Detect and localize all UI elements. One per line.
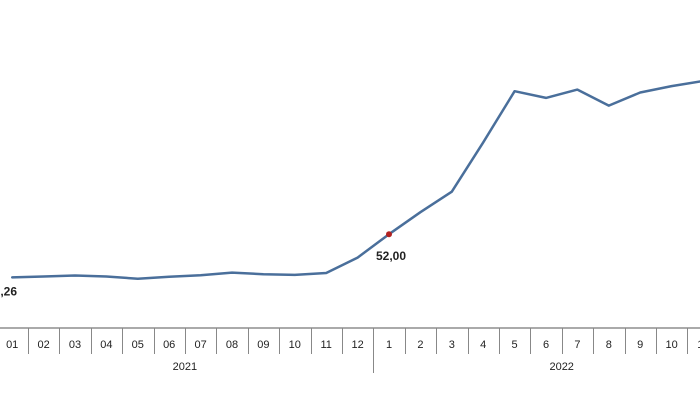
x-tick-label: 11 [697, 339, 700, 351]
x-tick-label: 09 [257, 339, 269, 351]
x-tick-label: 12 [351, 339, 363, 351]
x-tick-label: 10 [665, 339, 677, 351]
x-tick-label: 03 [69, 339, 81, 351]
x-tick-label: 06 [163, 339, 175, 351]
x-tick-label: 8 [606, 339, 612, 351]
x-tick-label: 11 [320, 339, 331, 351]
year-label: 2021 [173, 361, 197, 373]
highlight-point [386, 231, 392, 238]
x-tick-label: 6 [543, 339, 549, 351]
x-tick-label: 5 [512, 339, 518, 351]
x-tick-label: 04 [100, 339, 112, 351]
data-labels: ,26 52,00 [0, 249, 406, 298]
series-line [10, 80, 700, 280]
x-axis: 0102030405060708091011121234567891011122… [0, 327, 700, 373]
x-tick-label: 07 [194, 339, 206, 351]
x-tick-label: 08 [226, 339, 238, 351]
x-tick-label: 05 [132, 339, 144, 351]
x-tick-label: 10 [289, 339, 301, 351]
series-layer [10, 80, 700, 280]
data-label: 52,00 [376, 249, 406, 263]
x-tick-label: 4 [480, 339, 486, 351]
x-tick-label: 3 [449, 339, 455, 351]
x-tick-label: 01 [6, 339, 18, 351]
x-tick-label: 1 [386, 339, 392, 351]
x-tick-label: 2 [417, 339, 423, 351]
x-tick-label: 02 [37, 339, 49, 351]
x-tick-label: 9 [637, 339, 643, 351]
data-label: ,26 [0, 284, 17, 298]
year-label: 2022 [549, 361, 573, 373]
x-tick-label: 7 [574, 339, 580, 351]
